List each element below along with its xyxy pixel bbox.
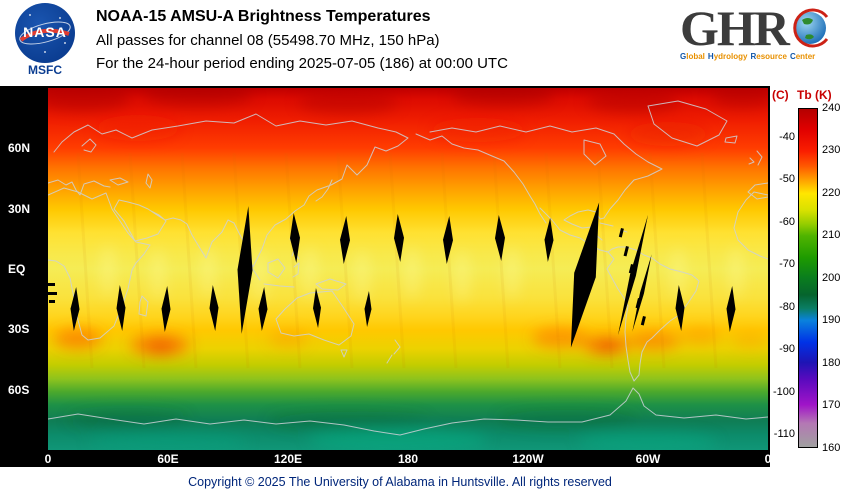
kelvin-tick-210: 210 — [822, 229, 841, 241]
celsius-tick--90: -90 — [779, 343, 795, 355]
celsius-tick--40: -40 — [779, 131, 795, 143]
colorbar-header-celsius: (C) — [772, 88, 789, 102]
nasa-insignia-graphics — [19, 14, 71, 53]
map-panel: 60N 30N EQ 30S 60S 0 60E 120E 180 120W 6… — [0, 86, 771, 467]
ghrc-tagline: Global Hydrology Resource Center — [680, 52, 852, 61]
ghrc-word-resource: Resource — [750, 52, 787, 61]
nasa-wordmark: NASA — [23, 24, 67, 40]
ghrc-word-hydrology: Hydrology — [707, 52, 748, 61]
ghrc-letters: GHR — [680, 0, 790, 56]
lat-label-60n: 60N — [8, 141, 31, 155]
msfc-label: MSFC — [28, 63, 62, 77]
celsius-tick--50: -50 — [779, 173, 795, 185]
celsius-tick--80: -80 — [779, 301, 795, 313]
page-title: NOAA-15 AMSU-A Brightness Temperatures — [96, 8, 431, 25]
header: NASA MSFC NOAA-15 AMSU-A Brightness Temp… — [0, 0, 854, 86]
copyright-text: Copyright © 2025 The University of Alaba… — [188, 475, 612, 489]
ghrc-acronym-row: GHR — [680, 2, 852, 54]
celsius-tick--110: -110 — [773, 428, 795, 440]
lat-label-eq: EQ — [8, 262, 26, 276]
lon-label-180: 180 — [397, 452, 419, 466]
ghrc-logo: GHR Global Hydrology Resource Center — [680, 2, 852, 82]
kelvin-tick-190: 190 — [822, 314, 841, 326]
lon-label-120e: 120E — [273, 452, 303, 466]
lon-label-0-right: 0 — [764, 452, 772, 466]
ghrc-word-global: Global — [680, 52, 705, 61]
globe-icon — [793, 8, 829, 48]
period-line: For the 24-hour period ending 2025-07-05… — [96, 55, 508, 72]
lon-label-60e: 60E — [157, 452, 179, 466]
lon-label-0-left: 0 — [44, 452, 52, 466]
kelvin-tick-220: 220 — [822, 187, 841, 199]
kelvin-tick-230: 230 — [822, 144, 841, 156]
data-gaps — [48, 202, 736, 348]
colorbar-header-kelvin: Tb (K) — [797, 88, 832, 102]
kelvin-tick-170: 170 — [822, 399, 841, 411]
kelvin-tick-160: 160 — [822, 442, 841, 454]
lat-label-30s: 30S — [8, 322, 30, 336]
brightness-temperature-map — [48, 88, 768, 450]
kelvin-tick-240: 240 — [822, 102, 841, 114]
ghrc-word-center: Center — [789, 52, 816, 61]
lat-label-30n: 30N — [8, 202, 31, 216]
lat-label-60s: 60S — [8, 383, 30, 397]
lon-label-60w: 60W — [635, 452, 661, 466]
temperature-patches — [48, 88, 768, 450]
kelvin-tick-180: 180 — [822, 357, 841, 369]
lon-label-120w: 120W — [512, 452, 544, 466]
channel-subtitle: All passes for channel 08 (55498.70 MHz,… — [96, 32, 440, 49]
colorbar-panel: (C) Tb (K) -40 -50 -60 -70 -80 -90 -100 … — [770, 86, 854, 486]
celsius-tick--60: -60 — [779, 216, 795, 228]
colorbar — [798, 108, 818, 448]
celsius-tick--100: -100 — [772, 386, 795, 398]
nasa-meatball-icon: NASA — [15, 3, 75, 63]
celsius-tick--70: -70 — [779, 258, 795, 270]
kelvin-tick-200: 200 — [822, 272, 841, 284]
